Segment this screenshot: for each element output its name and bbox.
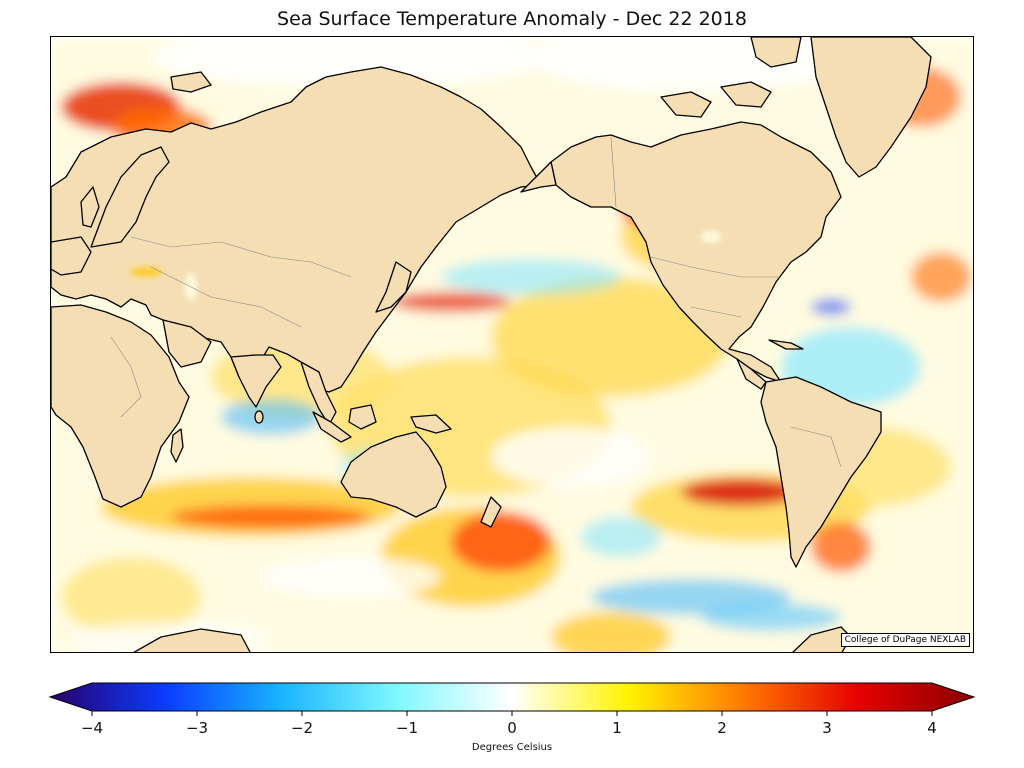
colorbar-tick-label: −2: [291, 719, 313, 737]
iberia: [51, 236, 92, 276]
iceland: [170, 71, 212, 93]
colorbar-tick-label: −3: [186, 719, 208, 737]
map-canvas: [51, 37, 973, 652]
antarctica-2: [792, 626, 852, 652]
greenland: [810, 37, 932, 178]
arctic-islands-3: [750, 37, 802, 68]
colorbar-ticks: −4 −3 −2 −1 0 1 2 3 4: [81, 711, 937, 737]
colorbar-tick-label: 4: [927, 719, 937, 737]
africa-landmass: [51, 304, 190, 508]
central-america: [736, 358, 767, 390]
colorbar-gradient: [48, 682, 976, 712]
political-borders: [110, 136, 842, 468]
new-zealand: [480, 496, 502, 528]
colorbar: −4 −3 −2 −1 0 1 2 3 4: [48, 682, 976, 737]
south-america-landmass: [760, 376, 882, 568]
credit-label: College of DuPage NEXLAB: [840, 633, 970, 647]
colorbar-tick-label: 0: [507, 719, 517, 737]
sst-anomaly-map: College of DuPage NEXLAB: [50, 36, 974, 653]
madagascar: [170, 428, 184, 463]
colorbar-tick-label: −4: [81, 719, 103, 737]
indian-subcontinent: [230, 354, 282, 408]
eurasia-landmass: [51, 66, 542, 393]
sumatra: [312, 411, 352, 443]
colorbar-label: Degrees Celsius: [471, 742, 553, 753]
southeast-asia: [300, 361, 337, 426]
arctic-islands-2: [720, 81, 772, 108]
north-america-landmass: [550, 121, 842, 383]
cuba: [768, 339, 804, 350]
colorbar-tick-label: −1: [396, 719, 418, 737]
land-masses: [51, 37, 932, 652]
arctic-islands: [660, 91, 712, 118]
alaska: [520, 161, 557, 193]
british-isles: [80, 186, 100, 228]
map-title: Sea Surface Temperature Anomaly - Dec 22…: [277, 8, 747, 30]
antarctica: [133, 628, 251, 652]
borneo: [348, 404, 377, 430]
new-guinea: [410, 414, 452, 434]
japan: [375, 261, 412, 313]
scandinavia: [90, 146, 170, 248]
colorbar-tick-label: 1: [612, 719, 622, 737]
colorbar-tick-label: 2: [717, 719, 727, 737]
colorbar-tick-label: 3: [822, 719, 832, 737]
sri-lanka: [254, 410, 264, 424]
arabian-peninsula: [162, 319, 212, 368]
australia-landmass: [340, 431, 447, 518]
